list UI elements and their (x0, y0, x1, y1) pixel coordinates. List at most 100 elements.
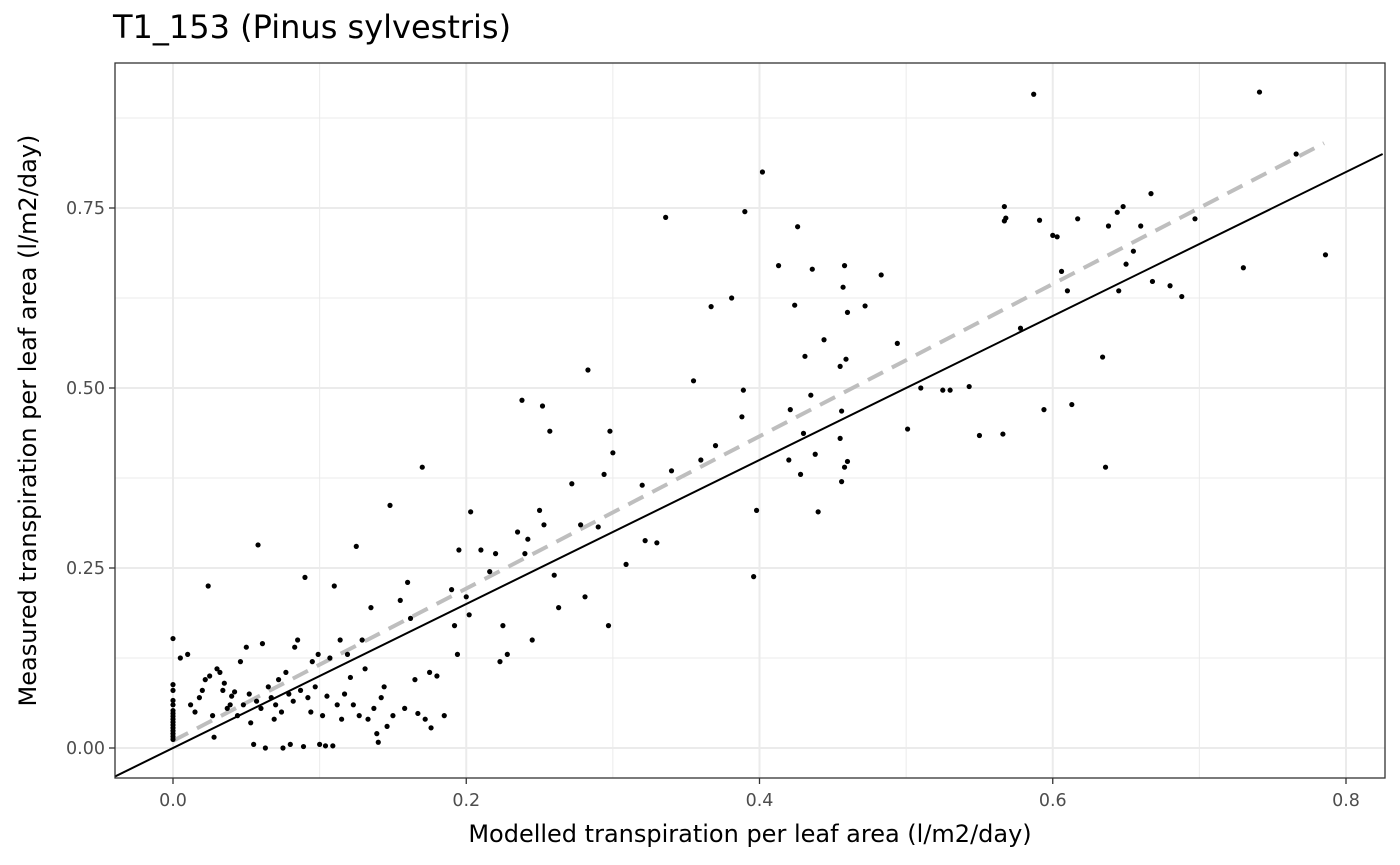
data-point (1001, 203, 1007, 210)
data-point (1069, 401, 1075, 408)
data-point (441, 713, 447, 719)
data-point (295, 637, 301, 643)
data-point (255, 542, 261, 548)
data-point (365, 716, 371, 722)
data-point (170, 687, 176, 694)
fit-line (172, 141, 1325, 743)
data-point (539, 403, 546, 409)
data-point (815, 509, 821, 515)
data-point (1036, 217, 1043, 223)
data-point (1256, 89, 1263, 95)
data-point (292, 644, 298, 650)
data-point (547, 428, 553, 434)
data-point (466, 612, 472, 618)
data-point (262, 745, 268, 751)
x-tick-label: 0.2 (452, 791, 480, 811)
data-point (302, 574, 308, 580)
data-point (837, 363, 843, 369)
data-point (324, 693, 330, 699)
data-point (792, 302, 798, 308)
data-point (800, 430, 807, 436)
data-point (327, 655, 333, 661)
data-point (787, 407, 793, 413)
data-point (305, 695, 311, 701)
data-point (740, 387, 746, 393)
data-point (422, 716, 428, 722)
data-point (170, 702, 176, 708)
data-point (809, 266, 815, 272)
data-point (286, 691, 292, 697)
data-point (170, 697, 176, 704)
data-point (334, 702, 340, 708)
data-point (839, 408, 845, 414)
data-point (843, 356, 849, 362)
data-point (426, 669, 433, 676)
data-point (663, 214, 669, 220)
data-point (405, 579, 411, 586)
data-point (196, 695, 202, 701)
y-tick-label: 0.25 (66, 559, 105, 579)
data-point (525, 536, 531, 542)
data-point (1100, 354, 1106, 360)
data-point (387, 502, 393, 508)
data-point (356, 713, 362, 719)
data-point (551, 572, 557, 578)
data-point (192, 709, 198, 715)
data-point (1167, 283, 1173, 289)
data-point (966, 383, 972, 390)
data-point (177, 655, 183, 661)
data-point (654, 540, 660, 546)
x-tick-label: 0.4 (746, 791, 774, 811)
data-point (1130, 248, 1136, 254)
data-point (375, 739, 381, 745)
data-point (578, 522, 584, 528)
data-point (1293, 151, 1299, 157)
data-point (468, 509, 474, 515)
data-point (487, 569, 493, 575)
data-point (947, 387, 953, 393)
data-point (234, 713, 241, 719)
data-point (605, 623, 612, 629)
data-point (312, 684, 318, 690)
data-point (840, 284, 846, 290)
data-point (759, 169, 766, 175)
data-point (280, 745, 286, 751)
data-point (862, 303, 868, 309)
data-point (844, 309, 851, 315)
data-point (500, 623, 506, 629)
data-point (278, 709, 285, 715)
data-point (454, 651, 461, 658)
data-point (1075, 216, 1081, 222)
data-point (839, 479, 845, 485)
data-point (522, 551, 528, 557)
data-point (1123, 261, 1129, 267)
data-point (1054, 234, 1060, 240)
x-tick-label: 0.0 (159, 791, 187, 811)
data-point (607, 428, 613, 434)
data-point (170, 635, 176, 642)
one-to-one-line (115, 153, 1384, 778)
data-point (894, 340, 900, 346)
data-point (1138, 223, 1144, 229)
data-point (610, 450, 616, 456)
data-point (642, 538, 648, 544)
data-point (976, 432, 983, 439)
data-point (243, 644, 249, 650)
data-point (415, 710, 421, 717)
data-point (492, 551, 499, 557)
data-point (362, 666, 368, 672)
data-point (283, 669, 289, 676)
data-point (253, 698, 260, 704)
data-point (229, 693, 235, 699)
data-point (170, 736, 176, 742)
data-point (290, 698, 296, 704)
data-point (668, 468, 675, 474)
y-tick-label: 0.50 (66, 379, 105, 399)
data-point (904, 426, 911, 432)
data-point (708, 304, 714, 310)
data-point (844, 458, 851, 465)
data-point (529, 637, 535, 643)
data-point (751, 574, 757, 580)
data-point (251, 741, 257, 748)
data-point (821, 337, 827, 343)
